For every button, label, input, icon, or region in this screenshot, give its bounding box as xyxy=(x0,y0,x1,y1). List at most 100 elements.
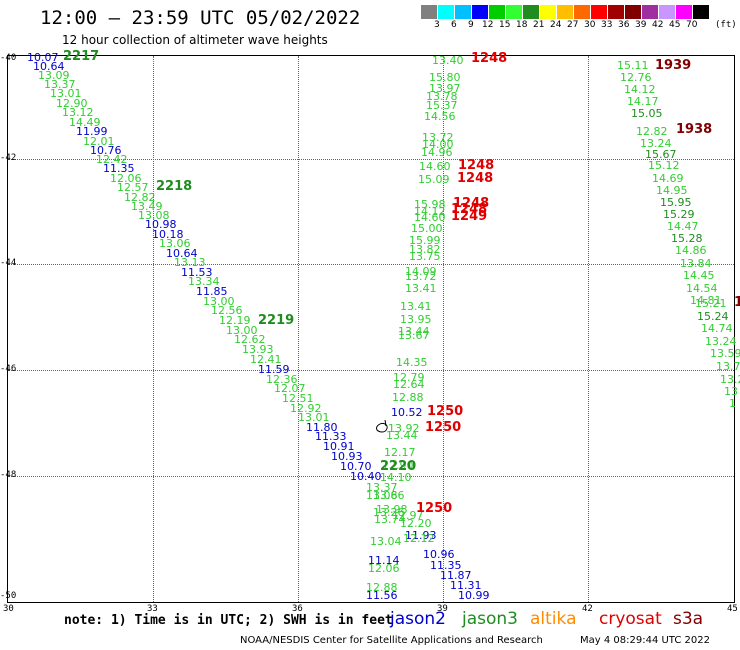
wave-height-value: 12.17 xyxy=(384,446,416,459)
wave-height-value: 12.01 xyxy=(83,135,115,148)
pass-time-marker: 1250 xyxy=(425,420,462,435)
wave-height-value: 15.99 xyxy=(409,234,441,247)
wave-height-value: 14.10 xyxy=(380,471,412,484)
wave-height-value: 10.76 xyxy=(90,144,122,157)
color-scale-label: 24 xyxy=(550,20,562,30)
pass-time-marker: 2219 xyxy=(258,313,295,328)
wave-height-value: 13.24 xyxy=(705,335,737,348)
wave-height-value: 14.12 xyxy=(624,83,656,96)
map-title: 12:00 – 23:59 UTC 05/02/2022 xyxy=(40,7,361,29)
wave-height-value: 13.13 xyxy=(174,256,206,269)
color-swatch xyxy=(421,5,438,19)
wave-height-value: 13.01 xyxy=(298,411,330,424)
color-swatch xyxy=(659,5,676,19)
wave-height-value: 11.87 xyxy=(440,569,472,582)
wave-height-value: 11.85 xyxy=(196,285,228,298)
wave-height-value: 12.62 xyxy=(234,333,266,346)
wave-height-value: 13.41 xyxy=(400,300,432,313)
pass-time-marker: 2218 xyxy=(156,179,193,194)
wave-height-value: 14.96 xyxy=(421,146,453,159)
wave-height-value: 15.09 xyxy=(418,173,450,186)
wave-height-value: 13.59 xyxy=(710,347,740,360)
wave-height-value: 10.52 xyxy=(391,406,423,419)
wave-height-value: 10.18 xyxy=(152,228,184,241)
wave-height-value: 12.41 xyxy=(250,353,282,366)
wave-height-value: 11.14 xyxy=(368,554,400,567)
y-tick-label: -42 xyxy=(0,153,17,163)
wave-height-value: 13.04 xyxy=(370,535,402,548)
legend-cryosat: cryosat xyxy=(599,609,662,629)
color-swatch xyxy=(676,5,693,19)
legend-jason3: jason3 xyxy=(462,609,518,629)
wave-height-value: 13.00 xyxy=(226,324,258,337)
wave-height-value: 12.82 xyxy=(636,125,668,138)
x-tick-label: 45 xyxy=(727,604,738,614)
wave-height-value: 12.88 xyxy=(392,391,424,404)
wave-height-value: 12.20 xyxy=(400,517,432,530)
color-swatch xyxy=(591,5,608,19)
wave-height-value: 12.97 xyxy=(392,509,424,522)
wave-height-value: 14.60 xyxy=(419,160,451,173)
wave-height-value: 12.90 xyxy=(56,97,88,110)
wave-height-value: 13.44 xyxy=(398,325,430,338)
wave-height-value: 13.37 xyxy=(366,481,398,494)
wave-height-value: 15.28 xyxy=(671,232,703,245)
map-subtitle: 12 hour collection of altimeter wave hei… xyxy=(62,33,328,47)
wave-height-value: 14.56 xyxy=(424,110,456,123)
wave-height-value: 13.98 xyxy=(376,503,408,516)
wave-height-value: 13.37 xyxy=(44,78,76,91)
island-outline xyxy=(376,419,388,433)
wave-height-value: 10.64 xyxy=(166,247,198,260)
y-tick-label: -48 xyxy=(0,470,17,480)
wave-height-value: 14.49 xyxy=(69,116,101,129)
color-swatch xyxy=(693,5,710,19)
y-tick-label: -44 xyxy=(0,258,17,268)
wave-height-value: 13 xyxy=(724,385,738,398)
gridline-lon xyxy=(298,56,299,602)
wave-height-value: 14.12 xyxy=(414,205,446,218)
wave-height-value: 11.53 xyxy=(181,266,213,279)
color-scale-label: 27 xyxy=(567,20,579,30)
wave-height-value: 13.41 xyxy=(405,282,437,295)
wave-height-value: 12.92 xyxy=(290,402,322,415)
wave-height-value: 10.96 xyxy=(423,548,455,561)
legend-jason2: jason2 xyxy=(390,609,446,629)
wave-height-value: 13.09 xyxy=(38,69,70,82)
pass-time-marker: 1250 xyxy=(416,501,453,516)
pass-time-marker: 2217 xyxy=(63,49,100,64)
wave-height-value: 13.72 xyxy=(405,270,437,283)
color-swatch xyxy=(438,5,455,19)
wave-height-value: 15.00 xyxy=(411,222,443,235)
wave-height-value: 10.07 xyxy=(27,51,59,64)
pass-time-marker: 1250 xyxy=(427,404,464,419)
wave-height-value: 10.93 xyxy=(331,450,363,463)
wave-height-value: 11.31 xyxy=(450,579,482,592)
gridline-lat xyxy=(8,476,734,477)
pass-time-marker: 1249 xyxy=(451,209,488,224)
wave-height-value: 14.45 xyxy=(683,269,715,282)
color-scale-unit: (ft) xyxy=(715,20,737,30)
wave-height-value: 11.35 xyxy=(430,559,462,572)
color-scale-label: 42 xyxy=(652,20,664,30)
gridline-lon xyxy=(588,56,589,602)
pass-time-marker: 1248 xyxy=(453,196,490,211)
wave-height-value: 14.74 xyxy=(701,322,733,335)
wave-height-value: 10.40 xyxy=(350,470,382,483)
color-swatch xyxy=(540,5,557,19)
legend-altika: altika xyxy=(530,609,577,629)
color-scale-label: 70 xyxy=(686,20,698,30)
wave-height-value: 11.80 xyxy=(306,421,338,434)
color-swatch xyxy=(642,5,659,19)
wave-height-value: 15.11 xyxy=(617,59,649,72)
wave-height-value: 15.12 xyxy=(648,159,680,172)
color-scale-label: 12 xyxy=(482,20,494,30)
gridline-lon xyxy=(153,56,154,602)
wave-height-value: 12.57 xyxy=(117,181,149,194)
wave-height-value: 12.06 xyxy=(110,172,142,185)
x-tick-label: 42 xyxy=(582,604,593,614)
color-scale-label: 3 xyxy=(434,20,440,30)
wave-height-value: 15.05 xyxy=(631,107,663,120)
color-scale-label: 9 xyxy=(468,20,474,30)
footer-credit: NOAA/NESDIS Center for Satellite Applica… xyxy=(240,635,543,646)
pass-time-marker: 1938 xyxy=(676,122,713,137)
